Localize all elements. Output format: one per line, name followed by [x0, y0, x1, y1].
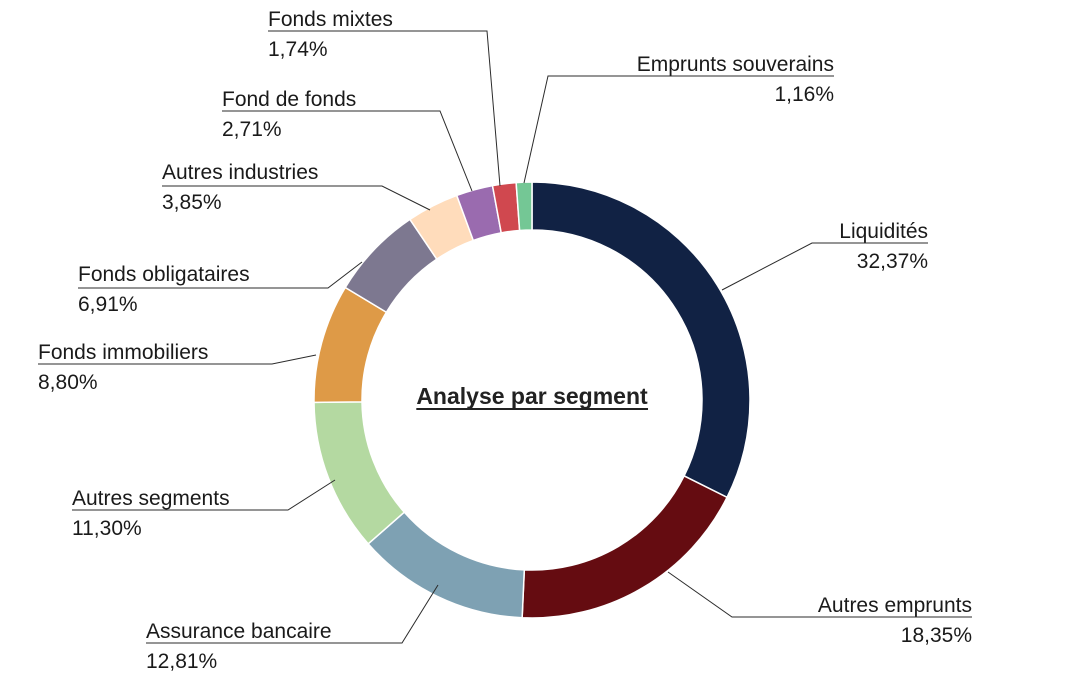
slice-value-fond-de-fonds: 2,71%: [222, 118, 282, 141]
slice-assurance-bancaire: [367, 511, 526, 619]
slice-label-liquidites: Liquidités: [839, 220, 928, 243]
labels-layer: Liquidités 32,37% Autres emprunts 18,35% Ass…: [38, 8, 972, 673]
slice-value-autres-emprunts: 18,35%: [901, 624, 972, 647]
slice-label-assurance-bancaire: Assurance bancaire: [146, 620, 332, 643]
slices-layer: [313, 181, 751, 619]
slice-autres-segments: [313, 401, 406, 545]
leader-line-fonds-mixtes: [268, 30, 501, 187]
leader-line-fonds-immobiliers: [38, 354, 317, 365]
slice-value-fonds-obligataires: 6,91%: [78, 293, 138, 316]
slice-label-fonds-mixtes: Fonds mixtes: [268, 8, 393, 31]
leader-line-autres-industries: [162, 185, 431, 211]
slice-label-autres-segments: Autres segments: [72, 487, 230, 510]
slice-label-fonds-obligataires: Fonds obligataires: [78, 263, 250, 286]
chart-title: Analyse par segment: [416, 383, 648, 409]
leader-line-fond-de-fonds: [222, 110, 473, 192]
leader-line-liquidites: [721, 242, 928, 291]
leader-line-autres-emprunts: [667, 571, 972, 618]
slice-label-emprunts-souverains: Emprunts souverains: [637, 53, 834, 76]
slice-value-assurance-bancaire: 12,81%: [146, 650, 217, 673]
leader-lines-layer: [38, 30, 972, 644]
slice-value-liquidites: 32,37%: [857, 250, 928, 273]
slice-liquidites: [531, 181, 751, 499]
leader-line-autres-segments: [72, 479, 336, 511]
slice-label-autres-emprunts: Autres emprunts: [818, 594, 972, 617]
slice-label-fond-de-fonds: Fond de fonds: [222, 88, 356, 111]
leader-line-fonds-obligataires: [78, 261, 363, 289]
slice-emprunts-souverains: [515, 181, 533, 232]
slice-value-autres-industries: 3,85%: [162, 191, 222, 214]
slice-value-fonds-immobiliers: 8,80%: [38, 371, 98, 394]
slice-value-autres-segments: 11,30%: [72, 517, 142, 540]
leader-line-assurance-bancaire: [146, 584, 439, 644]
leader-line-emprunts-souverains: [523, 75, 834, 184]
slice-value-fonds-mixtes: 1,74%: [268, 38, 328, 61]
slice-value-emprunts-souverains: 1,16%: [774, 83, 834, 106]
slice-autres-emprunts: [521, 474, 729, 619]
slice-label-autres-industries: Autres industries: [162, 161, 318, 184]
slice-label-fonds-immobiliers: Fonds immobiliers: [38, 341, 208, 364]
